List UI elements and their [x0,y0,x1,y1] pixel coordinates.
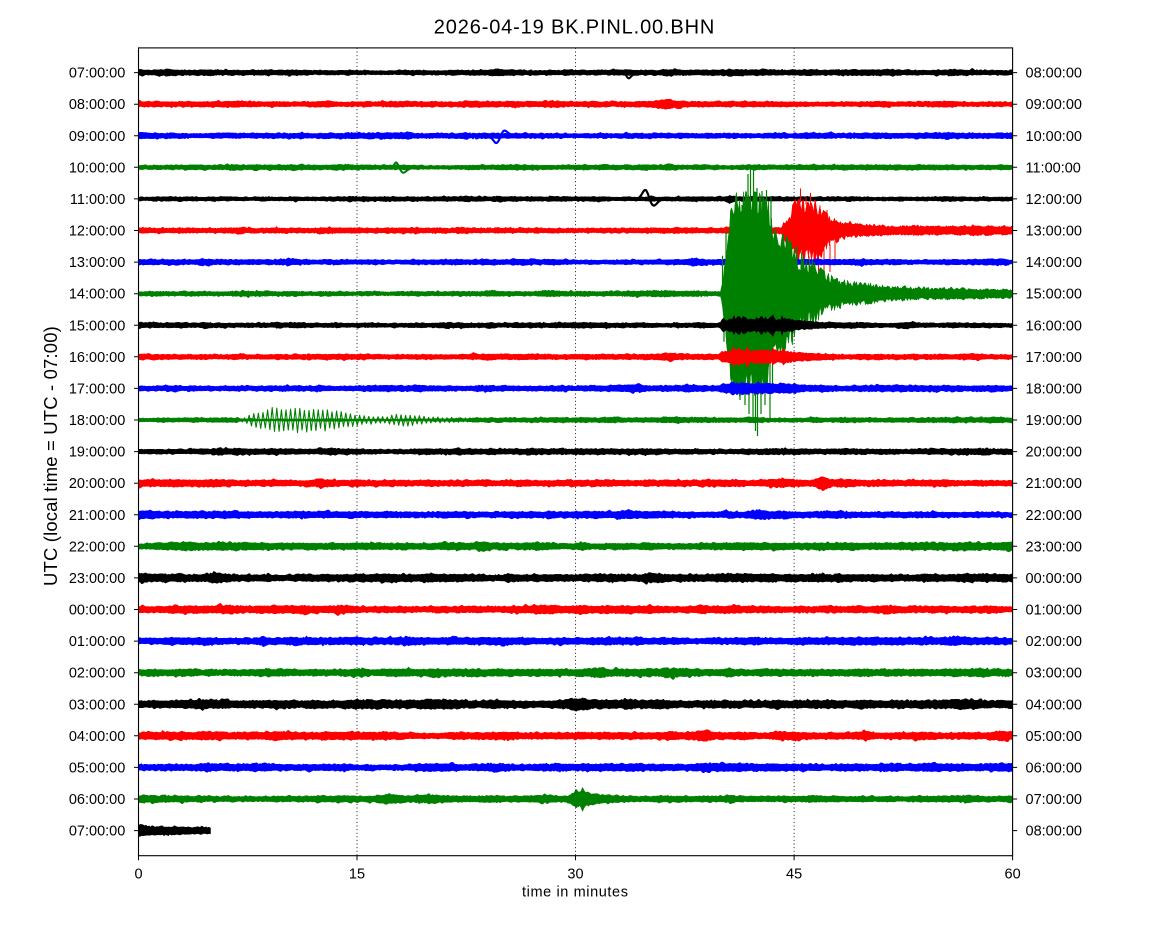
svg-text:14:00:00: 14:00:00 [69,287,125,303]
svg-text:12:00:00: 12:00:00 [69,224,125,240]
svg-text:15:00:00: 15:00:00 [69,318,125,334]
svg-text:22:00:00: 22:00:00 [1026,508,1082,524]
svg-text:30: 30 [567,867,583,883]
svg-text:02:00:00: 02:00:00 [69,666,125,682]
svg-text:13:00:00: 13:00:00 [69,255,125,271]
svg-text:09:00:00: 09:00:00 [69,129,125,145]
svg-text:22:00:00: 22:00:00 [69,539,125,555]
svg-text:10:00:00: 10:00:00 [69,160,125,176]
svg-text:23:00:00: 23:00:00 [69,571,125,587]
svg-text:21:00:00: 21:00:00 [69,508,125,524]
svg-text:19:00:00: 19:00:00 [1026,413,1082,429]
svg-text:04:00:00: 04:00:00 [69,729,125,745]
svg-text:10:00:00: 10:00:00 [1026,129,1082,145]
svg-text:0: 0 [134,867,142,883]
svg-text:08:00:00: 08:00:00 [1026,824,1082,840]
svg-text:14:00:00: 14:00:00 [1026,255,1082,271]
svg-text:06:00:00: 06:00:00 [1026,760,1082,776]
svg-text:15:00:00: 15:00:00 [1026,287,1082,303]
svg-text:11:00:00: 11:00:00 [1026,160,1081,176]
svg-text:00:00:00: 00:00:00 [1026,571,1082,587]
svg-text:05:00:00: 05:00:00 [1026,729,1082,745]
svg-text:04:00:00: 04:00:00 [1026,697,1082,713]
svg-text:09:00:00: 09:00:00 [1026,97,1082,113]
svg-text:45: 45 [786,867,802,883]
svg-text:05:00:00: 05:00:00 [69,760,125,776]
svg-text:01:00:00: 01:00:00 [1026,603,1082,619]
svg-text:08:00:00: 08:00:00 [69,97,125,113]
svg-text:UTC (local time = UTC - 07:00): UTC (local time = UTC - 07:00) [40,326,61,586]
svg-text:16:00:00: 16:00:00 [69,350,125,366]
svg-text:07:00:00: 07:00:00 [69,66,125,82]
svg-text:60: 60 [1005,867,1021,883]
svg-text:2026-04-19 BK.PINL.00.BHN: 2026-04-19 BK.PINL.00.BHN [434,17,715,39]
svg-text:23:00:00: 23:00:00 [1026,539,1082,555]
svg-text:03:00:00: 03:00:00 [1026,666,1082,682]
svg-text:13:00:00: 13:00:00 [1026,224,1082,240]
svg-text:21:00:00: 21:00:00 [1026,476,1082,492]
svg-text:02:00:00: 02:00:00 [1026,634,1082,650]
svg-text:12:00:00: 12:00:00 [1026,192,1082,208]
svg-text:11:00:00: 11:00:00 [70,192,125,208]
svg-text:time in minutes: time in minutes [522,885,629,901]
svg-text:00:00:00: 00:00:00 [69,603,125,619]
svg-text:08:00:00: 08:00:00 [1026,66,1082,82]
svg-text:18:00:00: 18:00:00 [69,413,125,429]
svg-text:16:00:00: 16:00:00 [1026,318,1082,334]
svg-text:20:00:00: 20:00:00 [69,476,125,492]
svg-text:18:00:00: 18:00:00 [1026,381,1082,397]
svg-text:17:00:00: 17:00:00 [1026,350,1082,366]
svg-text:06:00:00: 06:00:00 [69,792,125,808]
svg-text:19:00:00: 19:00:00 [69,445,125,461]
svg-text:20:00:00: 20:00:00 [1026,445,1082,461]
svg-text:07:00:00: 07:00:00 [1026,792,1082,808]
svg-text:07:00:00: 07:00:00 [69,824,125,840]
svg-text:01:00:00: 01:00:00 [69,634,125,650]
svg-text:03:00:00: 03:00:00 [69,697,125,713]
svg-text:15: 15 [349,867,365,883]
svg-text:17:00:00: 17:00:00 [69,381,125,397]
